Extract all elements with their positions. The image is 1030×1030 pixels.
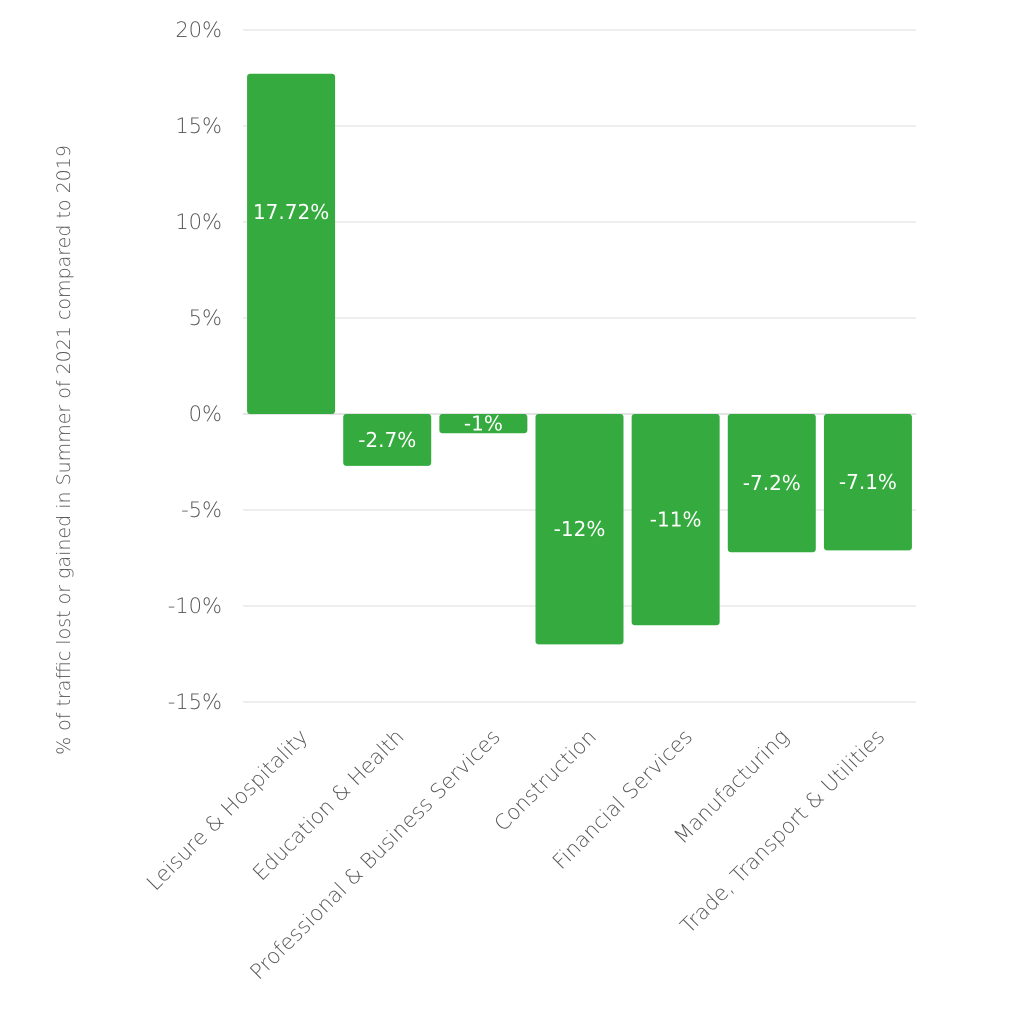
y-tick-label: 0%	[189, 402, 222, 426]
bar-value-label: -2.7%	[358, 428, 416, 452]
y-tick-label: -5%	[181, 498, 222, 522]
bar-value-label: -7.2%	[743, 471, 801, 495]
bar-value-label: -1%	[464, 412, 503, 436]
bar-value-labels: 17.72% -2.7% -1% -12% -11% -7.2% -7.1%	[253, 200, 897, 541]
x-tick-label: Leisure & Hospitality	[142, 725, 313, 896]
bar-value-label: -11%	[650, 508, 702, 532]
bar-value-label: 17.72%	[253, 200, 329, 224]
y-axis-ticks: 20% 15% 10% 5% 0% -5% -10% -15%	[168, 18, 222, 714]
bar	[439, 414, 528, 434]
y-tick-label: 15%	[175, 114, 222, 138]
y-tick-label: 20%	[175, 18, 222, 42]
bar	[727, 414, 816, 553]
bar	[343, 414, 432, 466]
bar	[631, 414, 720, 626]
y-tick-label: 10%	[175, 210, 222, 234]
y-tick-label: -10%	[168, 594, 222, 618]
y-axis-title: % of traffic lost or gained in Summer of…	[53, 145, 75, 755]
x-tick-label: Trade, Transport & Utilities	[676, 725, 890, 939]
y-tick-label: 5%	[189, 306, 222, 330]
y-tick-label: -15%	[168, 690, 222, 714]
bar	[823, 414, 912, 551]
bars	[247, 73, 912, 645]
bar	[535, 414, 624, 645]
bar-value-label: -7.1%	[839, 470, 897, 494]
bar	[247, 73, 336, 414]
bar-value-label: -12%	[554, 517, 606, 541]
